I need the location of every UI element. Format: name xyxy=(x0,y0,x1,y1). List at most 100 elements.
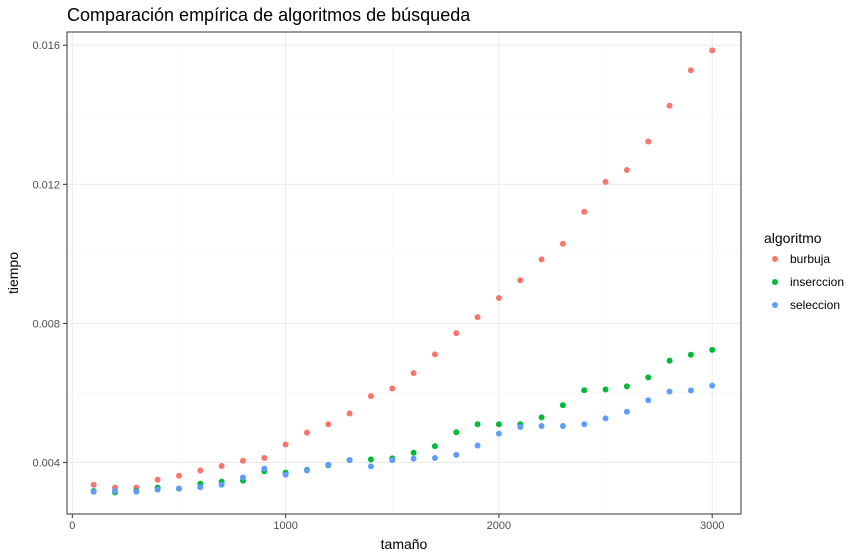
point-burbuja xyxy=(410,370,417,377)
point-burbuja xyxy=(303,429,310,436)
data-points xyxy=(90,47,716,496)
legend-items: burbuja inserccion seleccion xyxy=(772,252,844,312)
point-seleccion xyxy=(623,408,630,415)
point-seleccion xyxy=(261,465,268,472)
point-seleccion xyxy=(282,471,289,478)
point-seleccion xyxy=(709,382,716,389)
point-inserccion xyxy=(645,374,652,381)
point-seleccion xyxy=(559,423,566,430)
point-inserccion xyxy=(474,421,481,428)
point-burbuja xyxy=(367,393,374,400)
point-burbuja xyxy=(239,457,246,464)
point-seleccion xyxy=(410,455,417,462)
point-inserccion xyxy=(431,443,438,450)
major-gridlines xyxy=(67,32,741,514)
point-seleccion xyxy=(346,457,353,464)
legend-key-inserccion xyxy=(772,279,778,285)
point-inserccion xyxy=(410,449,417,456)
point-seleccion xyxy=(111,488,118,495)
x-tick-label: 0 xyxy=(69,520,75,532)
point-burbuja xyxy=(559,240,566,247)
legend-key-seleccion xyxy=(772,302,778,308)
point-burbuja xyxy=(90,481,97,488)
point-burbuja xyxy=(325,421,332,428)
point-inserccion xyxy=(367,456,374,463)
point-burbuja xyxy=(666,102,673,109)
point-seleccion xyxy=(474,442,481,449)
legend-key-burbuja xyxy=(772,256,778,262)
chart-title: Comparación empírica de algoritmos de bú… xyxy=(67,5,471,25)
point-burbuja xyxy=(538,256,545,263)
y-axis-title: tiempo xyxy=(5,252,21,294)
point-seleccion xyxy=(303,467,310,474)
point-inserccion xyxy=(666,357,673,364)
point-seleccion xyxy=(367,463,374,470)
point-burbuja xyxy=(645,138,652,145)
y-tick-label: 0.008 xyxy=(32,318,60,330)
point-burbuja xyxy=(474,314,481,321)
point-inserccion xyxy=(538,414,545,421)
point-burbuja xyxy=(602,178,609,185)
point-inserccion xyxy=(581,387,588,394)
plot-panel-border xyxy=(66,31,742,515)
legend-label-burbuja: burbuja xyxy=(790,252,830,266)
point-burbuja xyxy=(261,455,268,462)
point-burbuja xyxy=(517,277,524,284)
point-burbuja xyxy=(346,410,353,417)
legend-label-seleccion: seleccion xyxy=(790,298,840,312)
point-burbuja xyxy=(282,441,289,448)
legend-title: algoritmo xyxy=(764,230,822,246)
point-seleccion xyxy=(495,430,502,437)
point-burbuja xyxy=(431,351,438,358)
point-burbuja xyxy=(581,208,588,215)
point-inserccion xyxy=(709,346,716,353)
point-seleccion xyxy=(687,387,694,394)
point-burbuja xyxy=(687,67,694,74)
point-inserccion xyxy=(559,402,566,409)
x-tick-label: 2000 xyxy=(487,520,511,532)
point-inserccion xyxy=(602,386,609,393)
legend-label-inserccion: inserccion xyxy=(790,275,844,289)
point-inserccion xyxy=(453,429,460,436)
x-axis-ticks: 0 1000 2000 3000 xyxy=(69,514,724,532)
point-seleccion xyxy=(133,488,140,495)
point-burbuja xyxy=(495,295,502,302)
point-burbuja xyxy=(154,476,161,483)
point-seleccion xyxy=(602,415,609,422)
point-seleccion xyxy=(517,424,524,431)
point-seleccion xyxy=(581,421,588,428)
point-burbuja xyxy=(389,385,396,392)
y-tick-label: 0.012 xyxy=(32,179,60,191)
point-seleccion xyxy=(538,423,545,430)
point-seleccion xyxy=(389,457,396,464)
legend: algoritmo burbuja inserccion seleccion xyxy=(764,230,844,312)
point-seleccion xyxy=(666,388,673,395)
point-seleccion xyxy=(154,486,161,493)
minor-gridlines xyxy=(67,32,741,514)
point-seleccion xyxy=(325,461,332,468)
point-burbuja xyxy=(709,47,716,54)
y-tick-label: 0.004 xyxy=(32,458,60,470)
point-seleccion xyxy=(645,397,652,404)
point-burbuja xyxy=(623,167,630,174)
point-burbuja xyxy=(197,467,204,474)
point-inserccion xyxy=(623,383,630,390)
point-burbuja xyxy=(175,472,182,479)
x-tick-label: 1000 xyxy=(273,520,297,532)
x-tick-label: 3000 xyxy=(700,520,724,532)
x-axis-title: tamaño xyxy=(381,536,428,552)
point-seleccion xyxy=(175,485,182,492)
point-seleccion xyxy=(453,451,460,458)
point-burbuja xyxy=(218,463,225,470)
plot-panel-background xyxy=(67,32,741,514)
y-axis-ticks: 0.004 0.008 0.012 0.016 xyxy=(32,40,67,470)
point-seleccion xyxy=(197,484,204,491)
point-seleccion xyxy=(431,455,438,462)
y-tick-label: 0.016 xyxy=(32,40,60,52)
point-seleccion xyxy=(239,474,246,481)
point-seleccion xyxy=(90,488,97,495)
point-burbuja xyxy=(453,330,460,337)
point-seleccion xyxy=(218,481,225,488)
point-inserccion xyxy=(687,351,694,358)
